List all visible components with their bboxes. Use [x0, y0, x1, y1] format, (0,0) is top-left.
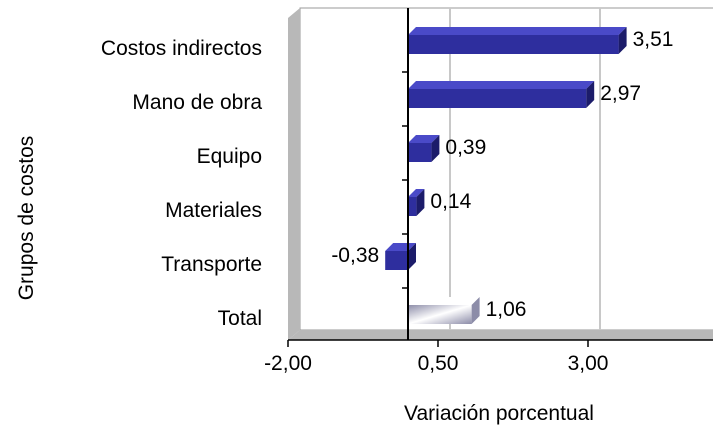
data-label: 0,39: [445, 136, 486, 159]
plot-wall: [288, 7, 713, 340]
bar: [408, 35, 619, 54]
x-tick-label: 0,50: [418, 352, 459, 375]
bar-side: [431, 135, 440, 162]
bar-side: [618, 27, 627, 54]
bars: Costos indirectos 3,51 Mano de obra 2,97 Equ…: [101, 27, 674, 330]
gridlines: [449, 8, 601, 330]
bar-top: [408, 189, 425, 197]
category-label: Costos indirectos: [101, 37, 262, 60]
data-label: 1,06: [486, 298, 527, 321]
y-axis-label: Grupos de costos: [15, 136, 38, 301]
x-axis-label: Variación porcentual: [404, 402, 594, 425]
side-wall: [288, 8, 300, 340]
bar-side: [416, 189, 425, 216]
category-label: Equipo: [197, 145, 262, 168]
category-label: Total: [218, 307, 262, 330]
bar-top: [408, 81, 595, 89]
data-label: 3,51: [633, 28, 674, 51]
bar-side: [586, 81, 595, 108]
data-label: 2,97: [600, 82, 641, 105]
axes: -2,00 0,50 3,00: [264, 8, 713, 375]
back-wall: [299, 7, 713, 331]
data-label: -0,38: [331, 244, 379, 267]
category-label: Materiales: [165, 199, 262, 222]
bar-side: [471, 297, 480, 324]
x-tick-label: -2,00: [264, 352, 312, 375]
bar: [385, 251, 408, 270]
bar-top: [408, 135, 440, 143]
category-label: Transporte: [161, 253, 262, 276]
bar-side: [408, 243, 416, 270]
floor: [288, 330, 713, 340]
bar: [408, 305, 472, 324]
bar: [408, 89, 587, 108]
bar: [408, 197, 417, 216]
x-tick-label: 3,00: [568, 352, 609, 375]
category-label: Mano de obra: [132, 91, 262, 114]
bar-top: [408, 297, 480, 305]
bar-top: [408, 27, 627, 35]
bar: [408, 143, 432, 162]
data-label: 0,14: [430, 190, 471, 213]
